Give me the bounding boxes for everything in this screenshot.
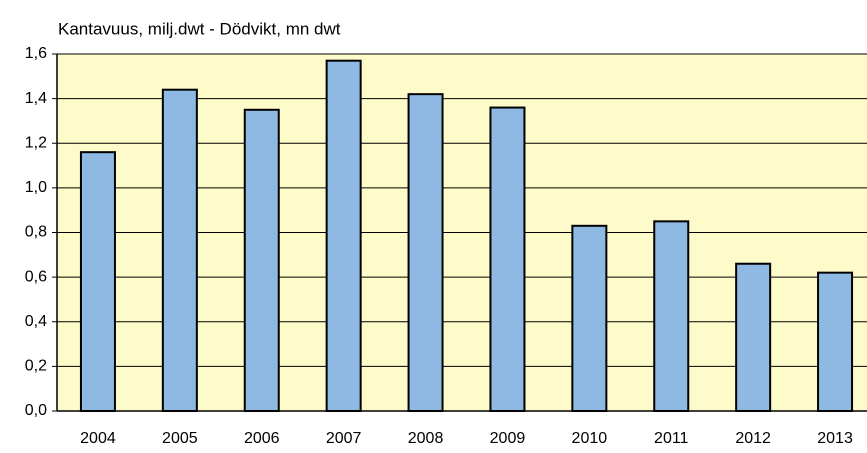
y-tick-label: 1,4 xyxy=(25,90,47,107)
y-tick-label: 0,8 xyxy=(25,224,47,241)
bar xyxy=(571,224,608,412)
y-tick-label: 0,6 xyxy=(25,268,47,285)
bar xyxy=(161,88,198,412)
y-tick-label: 1,2 xyxy=(25,134,47,151)
bar xyxy=(817,271,854,412)
bar xyxy=(79,151,116,413)
bar xyxy=(653,220,690,412)
y-tick-label: 1,0 xyxy=(25,179,47,196)
y-tick-label: 0,0 xyxy=(25,402,47,419)
x-tick-label: 2011 xyxy=(654,430,689,447)
chart-title: Kantavuus, milj.dwt - Dödvikt, mn dwt xyxy=(58,19,341,38)
x-tick-label: 2010 xyxy=(572,430,608,447)
bar xyxy=(407,93,444,412)
y-tick-label: 0,2 xyxy=(25,358,47,375)
y-tick-label: 1,6 xyxy=(25,45,47,62)
x-tick-label: 2009 xyxy=(490,430,526,447)
x-tick-label: 2012 xyxy=(735,430,771,447)
x-tick-label: 2004 xyxy=(80,430,116,447)
bar xyxy=(243,108,280,412)
bar xyxy=(489,106,526,413)
bar xyxy=(735,262,772,412)
bar xyxy=(325,59,362,412)
y-tick-label: 0,4 xyxy=(25,313,47,330)
x-tick-label: 2006 xyxy=(244,430,280,447)
x-tick-label: 2013 xyxy=(817,430,853,447)
x-tick-label: 2008 xyxy=(408,430,444,447)
x-tick-label: 2005 xyxy=(162,430,198,447)
x-tick-label: 2007 xyxy=(326,430,362,447)
